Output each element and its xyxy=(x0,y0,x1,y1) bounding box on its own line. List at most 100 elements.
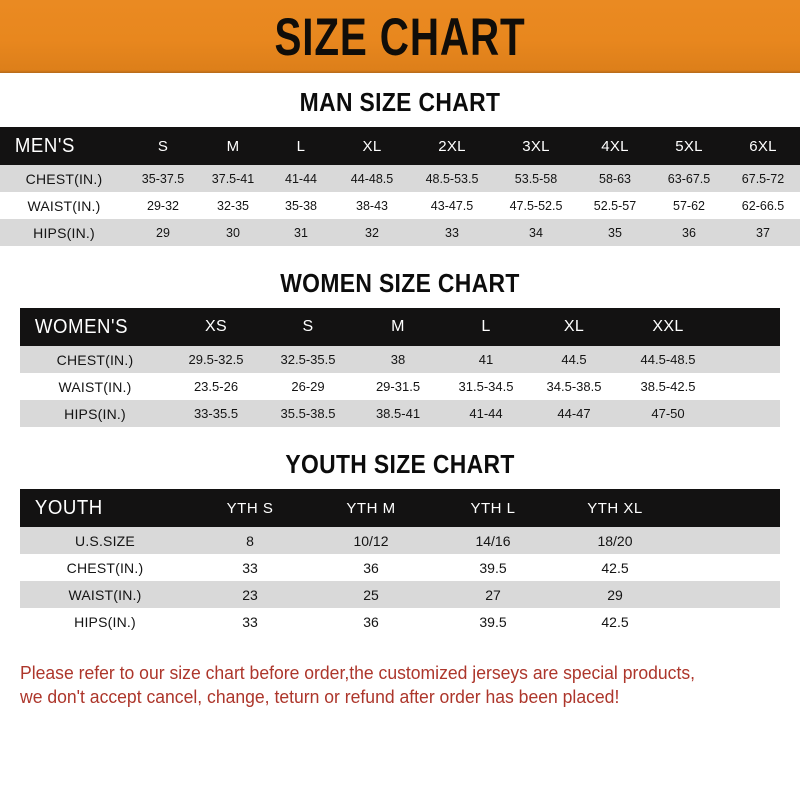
women-table-corner-label: WOMEN'S xyxy=(34,315,129,338)
youth-waist-s: 23 xyxy=(242,586,258,603)
youth-ussize-xl: 18/20 xyxy=(597,532,633,549)
women-size-table: WOMEN'S XS S M L XL XXL CHEST(IN.) 29.5-… xyxy=(20,308,780,427)
youth-chest-row-label: CHEST(IN.) xyxy=(66,559,144,576)
youth-hips-s: 33 xyxy=(242,613,258,630)
women-chest-spacer xyxy=(718,346,780,373)
youth-chest-spacer xyxy=(676,554,780,581)
youth-header-spacer xyxy=(676,489,780,527)
youth-ussize-spacer xyxy=(676,527,780,554)
youth-chest-xl: 42.5 xyxy=(601,559,629,576)
table-row: HIPS(IN.) 29 30 31 32 33 34 35 36 37 xyxy=(0,219,800,246)
women-size-chart-section: WOMEN SIZE CHART WOMEN'S XS S M L XL XXL… xyxy=(0,268,800,427)
youth-size-header-xl: YTH XL xyxy=(587,499,643,517)
men-chest-row-label: CHEST(IN.) xyxy=(25,170,103,187)
women-chest-row-label: CHEST(IN.) xyxy=(56,351,134,368)
women-hips-m: 38.5-41 xyxy=(375,406,421,421)
table-row: WAIST(IN.) 29-32 32-35 35-38 38-43 43-47… xyxy=(0,192,800,219)
women-waist-s: 26-29 xyxy=(291,379,325,394)
page-banner: SIZE CHART xyxy=(0,0,800,73)
table-row: CHEST(IN.) 35-37.5 37.5-41 41-44 44-48.5… xyxy=(0,165,800,192)
youth-size-chart-section: YOUTH SIZE CHART YOUTH YTH S YTH M YTH L… xyxy=(0,449,800,635)
men-hips-6xl: 37 xyxy=(756,225,770,240)
men-chest-l: 41-44 xyxy=(285,171,317,186)
men-hips-row-label: HIPS(IN.) xyxy=(33,224,95,241)
men-chest-m: 37.5-41 xyxy=(211,171,255,186)
men-chest-s: 35-37.5 xyxy=(141,171,185,186)
youth-size-table: YOUTH YTH S YTH M YTH L YTH XL U.S.SIZE … xyxy=(20,489,780,635)
men-waist-m: 32-35 xyxy=(217,198,249,213)
youth-ussize-m: 10/12 xyxy=(353,532,389,549)
men-size-header-s: S xyxy=(157,137,169,155)
men-waist-row-label: WAIST(IN.) xyxy=(27,197,101,214)
women-waist-m: 29-31.5 xyxy=(375,379,421,394)
women-chest-xxl: 44.5-48.5 xyxy=(640,352,696,367)
women-table-header-row: WOMEN'S XS S M L XL XXL xyxy=(20,308,780,346)
order-policy-note: Please refer to our size chart before or… xyxy=(20,661,742,710)
men-section-heading: MAN SIZE CHART xyxy=(299,87,501,117)
youth-waist-xl: 29 xyxy=(607,586,623,603)
youth-waist-spacer xyxy=(676,581,780,608)
youth-waist-row-label: WAIST(IN.) xyxy=(68,586,142,603)
women-hips-xxl: 47-50 xyxy=(651,406,685,421)
table-row: HIPS(IN.) 33-35.5 35.5-38.5 38.5-41 41-4… xyxy=(20,400,780,427)
men-size-table: MEN'S S M L XL 2XL 3XL 4XL 5XL 6XL CHEST… xyxy=(0,127,800,246)
youth-chest-m: 36 xyxy=(363,559,379,576)
youth-waist-m: 25 xyxy=(363,586,379,603)
page-title: SIZE CHART xyxy=(274,6,526,67)
women-chest-l: 41 xyxy=(478,352,494,367)
youth-hips-m: 36 xyxy=(363,613,379,630)
men-hips-l: 31 xyxy=(294,225,308,240)
men-size-header-m: M xyxy=(226,137,240,155)
men-waist-xl: 38-43 xyxy=(356,198,388,213)
table-row: U.S.SIZE 8 10/12 14/16 18/20 xyxy=(20,527,780,554)
youth-table-header-row: YOUTH YTH S YTH M YTH L YTH XL xyxy=(20,489,780,527)
men-waist-3xl: 47.5-52.5 xyxy=(509,198,563,213)
men-size-header-5xl: 5XL xyxy=(675,137,703,155)
men-hips-3xl: 34 xyxy=(529,225,543,240)
women-waist-xl: 34.5-38.5 xyxy=(546,379,602,394)
men-size-chart-section: MAN SIZE CHART MEN'S S M L XL 2XL 3XL 4X… xyxy=(0,87,800,246)
women-waist-xs: 23.5-26 xyxy=(193,379,239,394)
men-waist-6xl: 62-66.5 xyxy=(741,198,785,213)
women-chest-xl: 44.5 xyxy=(561,352,587,367)
women-waist-l: 31.5-34.5 xyxy=(458,379,514,394)
women-waist-spacer xyxy=(718,373,780,400)
men-size-header-l: L xyxy=(296,137,306,155)
women-size-header-xl: XL xyxy=(563,318,585,335)
youth-size-header-s: YTH S xyxy=(226,499,274,517)
men-size-header-4xl: 4XL xyxy=(601,137,629,155)
youth-waist-l: 27 xyxy=(485,586,501,603)
youth-hips-row-label: HIPS(IN.) xyxy=(74,613,136,630)
youth-hips-xl: 42.5 xyxy=(601,613,629,630)
men-hips-2xl: 33 xyxy=(445,225,459,240)
women-hips-xs: 33-35.5 xyxy=(193,406,239,421)
youth-chest-s: 33 xyxy=(242,559,258,576)
men-chest-xl: 44-48.5 xyxy=(350,171,394,186)
men-hips-m: 30 xyxy=(226,225,240,240)
men-hips-5xl: 36 xyxy=(682,225,696,240)
women-hips-row-label: HIPS(IN.) xyxy=(64,405,126,422)
table-row: WAIST(IN.) 23.5-26 26-29 29-31.5 31.5-34… xyxy=(20,373,780,400)
women-size-header-xs: XS xyxy=(205,318,227,335)
table-row: CHEST(IN.) 29.5-32.5 32.5-35.5 38 41 44.… xyxy=(20,346,780,373)
men-waist-s: 29-32 xyxy=(147,198,179,213)
men-table-header-row: MEN'S S M L XL 2XL 3XL 4XL 5XL 6XL xyxy=(0,127,800,165)
women-size-header-l: L xyxy=(481,318,491,335)
youth-hips-spacer xyxy=(676,608,780,635)
women-waist-xxl: 38.5-42.5 xyxy=(640,379,696,394)
men-size-header-6xl: 6XL xyxy=(749,137,777,155)
men-chest-2xl: 48.5-53.5 xyxy=(425,171,479,186)
women-size-header-m: M xyxy=(391,318,405,335)
youth-chest-l: 39.5 xyxy=(479,559,507,576)
youth-ussize-row-label: U.S.SIZE xyxy=(75,532,135,549)
youth-ussize-s: 8 xyxy=(246,532,254,549)
men-hips-4xl: 35 xyxy=(608,225,622,240)
order-policy-line-1: Please refer to our size chart before or… xyxy=(20,662,696,683)
table-row: HIPS(IN.) 33 36 39.5 42.5 xyxy=(20,608,780,635)
women-hips-l: 41-44 xyxy=(469,406,503,421)
youth-size-header-m: YTH M xyxy=(346,499,396,517)
women-size-header-s: S xyxy=(302,318,314,335)
men-size-header-3xl: 3XL xyxy=(522,137,550,155)
men-hips-s: 29 xyxy=(156,225,170,240)
table-row: WAIST(IN.) 23 25 27 29 xyxy=(20,581,780,608)
